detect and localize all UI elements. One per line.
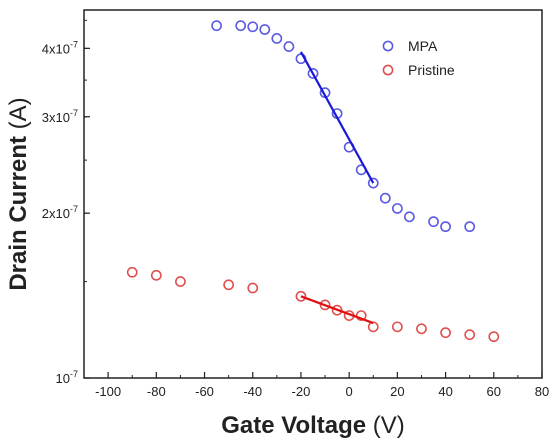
data-point: [283, 41, 295, 52]
y-axis-unit: (A): [5, 97, 32, 129]
data-point: [211, 20, 222, 32]
data-point: [367, 177, 379, 189]
data-point: [259, 24, 271, 35]
x-tick-label: 20: [390, 384, 404, 399]
data-point: [464, 221, 476, 233]
data-point: [367, 321, 379, 333]
data-point: [404, 211, 415, 223]
legend-label: MPA: [408, 38, 438, 54]
x-tick-label: -100: [95, 384, 121, 399]
plot-frame: [83, 9, 543, 379]
x-tick-label: 80: [535, 384, 549, 399]
y-axis-title: Drain Current (A): [5, 97, 32, 290]
data-point: [307, 68, 319, 79]
y-tick-label: 2x10-7: [42, 204, 78, 221]
x-axis-unit: (V): [373, 412, 405, 439]
x-tick-label: -80: [147, 384, 166, 399]
data-point: [247, 282, 259, 294]
data-point: [247, 21, 259, 33]
x-tick-label: 0: [346, 384, 353, 399]
data-point: [126, 266, 138, 278]
data-point: [355, 310, 367, 322]
series-layer: [126, 20, 500, 343]
y-tick-label: 4x10-7: [42, 39, 78, 56]
data-point: [416, 323, 427, 335]
data-point: [150, 269, 162, 281]
data-point: [271, 33, 283, 44]
data-point: [391, 203, 403, 214]
data-point: [379, 192, 391, 204]
data-point: [331, 304, 343, 316]
data-point: [235, 20, 247, 32]
data-point: [428, 216, 439, 228]
series-mpa: [211, 20, 476, 233]
data-point: [295, 290, 307, 302]
y-axis-label: Drain Current: [5, 136, 32, 291]
data-point: [440, 327, 451, 339]
legend-marker: [382, 40, 394, 52]
data-point: [440, 221, 451, 233]
data-point: [464, 329, 476, 341]
x-tick-label: -20: [292, 384, 311, 399]
legend-marker: [382, 64, 394, 76]
fit-line: [299, 51, 375, 184]
legend-label: Pristine: [408, 62, 455, 78]
data-point: [391, 321, 403, 333]
x-tick-label: -40: [243, 384, 262, 399]
data-point: [488, 331, 500, 343]
x-tick-label: 40: [438, 384, 452, 399]
x-axis-title: Gate Voltage (V): [221, 412, 405, 439]
x-axis-label: Gate Voltage: [221, 412, 366, 439]
y-axis: 10-7 2x10-7 3x10-7 4x10-7: [42, 19, 90, 386]
x-tick-label: -60: [195, 384, 214, 399]
x-axis: -100 -80 -60 -40 -20 0 20 40 60 80: [83, 372, 549, 399]
x-tick-label: 60: [487, 384, 501, 399]
legend: MPA Pristine: [382, 38, 455, 78]
series-pristine: [126, 266, 500, 343]
y-tick-label: 10-7: [56, 369, 78, 386]
data-point: [223, 279, 235, 291]
data-point: [319, 299, 331, 311]
data-point: [175, 276, 186, 287]
fit-line: [300, 295, 374, 325]
y-tick-label: 3x10-7: [42, 108, 78, 125]
